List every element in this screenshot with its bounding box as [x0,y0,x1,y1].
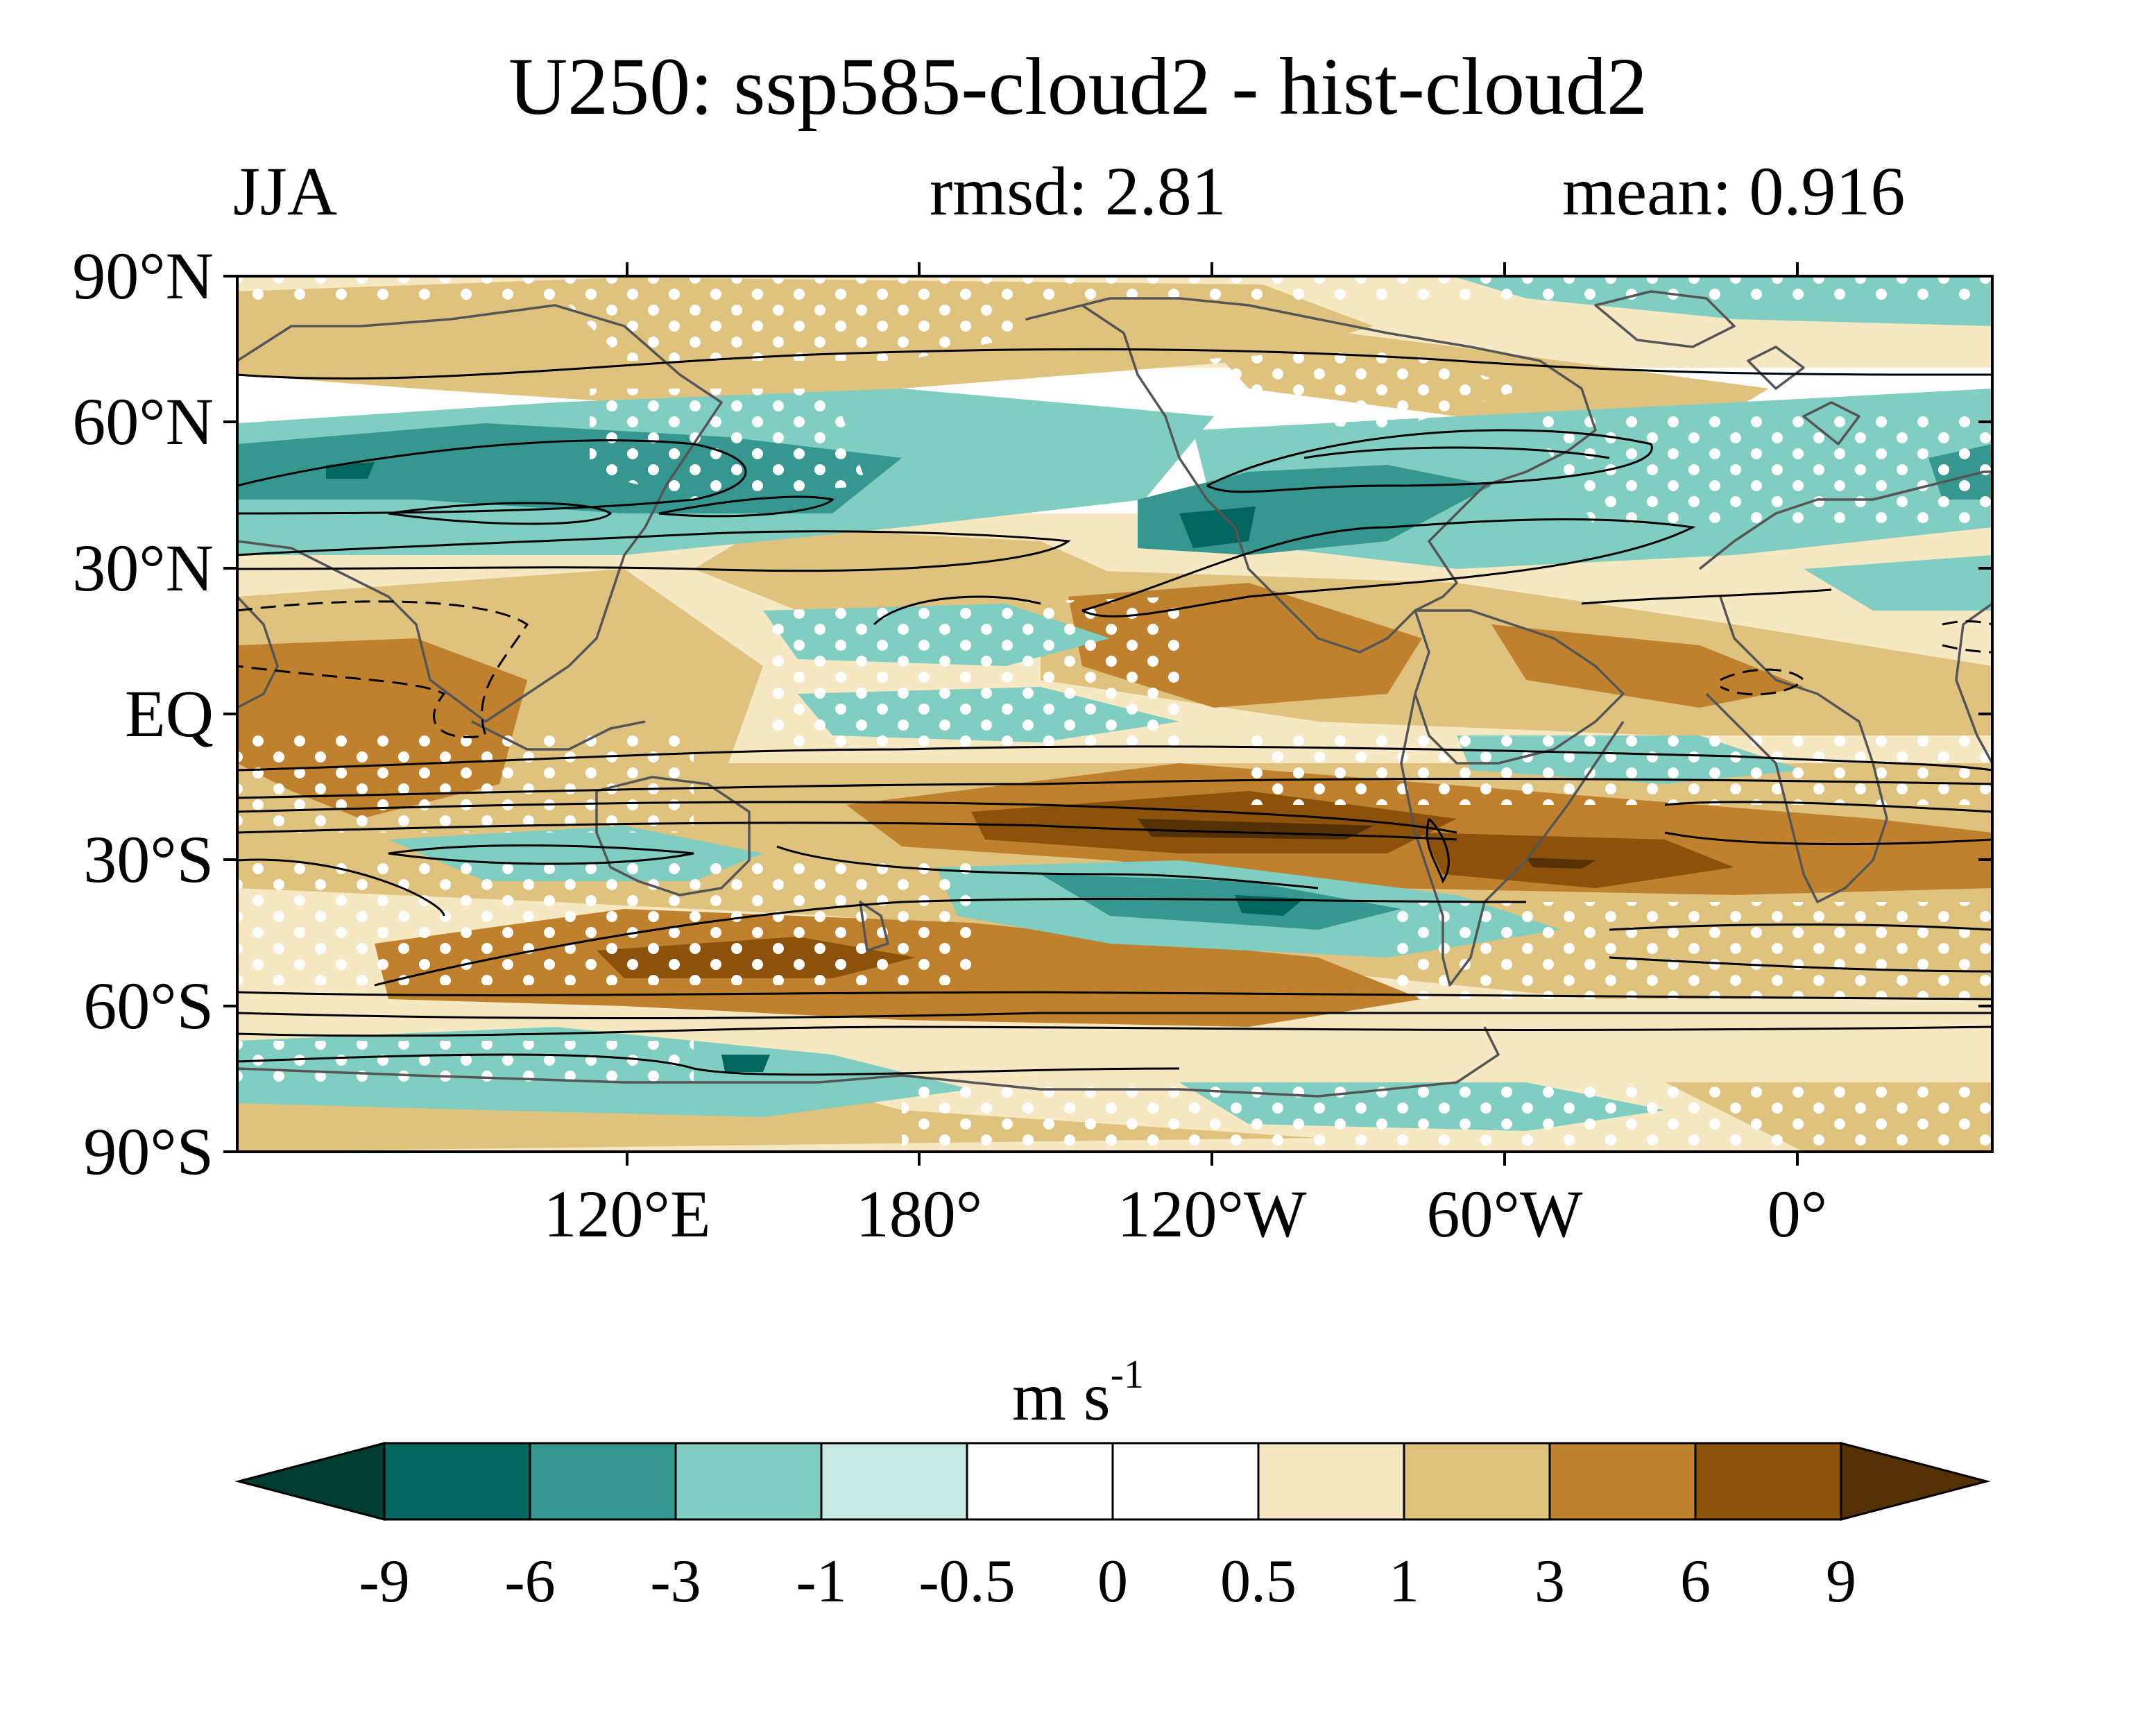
colorbar-bin [674,1442,823,1521]
lon-label-120w: 120°W [1117,1177,1307,1251]
colorbar-bin [383,1442,531,1521]
axis-ticks [223,262,1992,1166]
lat-label-60n: 60°N [72,384,214,459]
colorbar-bin [820,1442,968,1521]
season-label: JJA [233,153,338,230]
colorbar-tick-label: 6 [1680,1548,1711,1615]
colorbar-bin [1694,1442,1842,1521]
colorbar-bin [1403,1442,1551,1521]
colorbar-tick-label: 9 [1826,1548,1856,1615]
lon-label-180: 180° [855,1177,983,1251]
lon-label-120e: 120°E [543,1177,711,1251]
figure-title: U250: ssp585-cloud2 - hist-cloud2 [508,41,1648,132]
lat-label-30n: 30°N [72,531,214,605]
lat-label-eq: EQ [125,676,214,751]
colorbar-tick-label: -6 [504,1548,556,1615]
colorbar-tick-label: -1 [796,1548,847,1615]
colorbar-bin [1257,1442,1405,1521]
colorbar-tick-label: -9 [359,1548,410,1615]
lat-label-30s: 30°S [83,822,214,896]
colorbar-min-extend [234,1442,386,1521]
colorbar-unit: m s-1 [0,1354,2156,1431]
colorbar-tick-label: -0.5 [918,1548,1016,1615]
colorbar-bin [966,1442,1114,1521]
colorbar-max-extend [1840,1442,1991,1521]
anomaly-field [237,276,1992,1152]
colorbar-unit-exponent: -1 [1110,1352,1145,1397]
colorbar-bin [529,1442,677,1521]
lat-label-90n: 90°N [72,239,214,313]
colorbar-tick-label: 0.5 [1220,1548,1297,1615]
colorbar-tick-label: -3 [650,1548,701,1615]
rmsd-label: rmsd: 2.81 [930,153,1226,230]
lon-label-0: 0° [1767,1177,1828,1251]
colorbar-tick-label: 3 [1534,1548,1565,1615]
colorbar-tick-label: 0 [1097,1548,1128,1615]
lat-label-90s: 90°S [83,1114,214,1189]
lon-label-60w: 60°W [1426,1177,1583,1251]
colorbar-bin [1548,1442,1697,1521]
colorbar [234,1442,1991,1521]
colorbar-bin [1111,1442,1260,1521]
colorbar-tick-label: 1 [1389,1548,1419,1615]
lat-label-60s: 60°S [83,969,214,1043]
colorbar-unit-base: m s [1011,1358,1111,1435]
mean-label: mean: 0.916 [1562,153,1906,230]
climatology-contours [237,348,1992,1076]
